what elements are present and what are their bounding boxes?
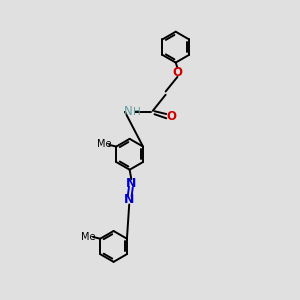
Text: N: N xyxy=(124,193,134,206)
Text: Me: Me xyxy=(81,232,96,242)
Text: N: N xyxy=(124,105,133,119)
Text: N: N xyxy=(126,177,136,190)
Text: H: H xyxy=(133,107,141,117)
Text: O: O xyxy=(167,110,176,123)
Text: Me: Me xyxy=(97,140,112,149)
Text: O: O xyxy=(172,66,182,79)
